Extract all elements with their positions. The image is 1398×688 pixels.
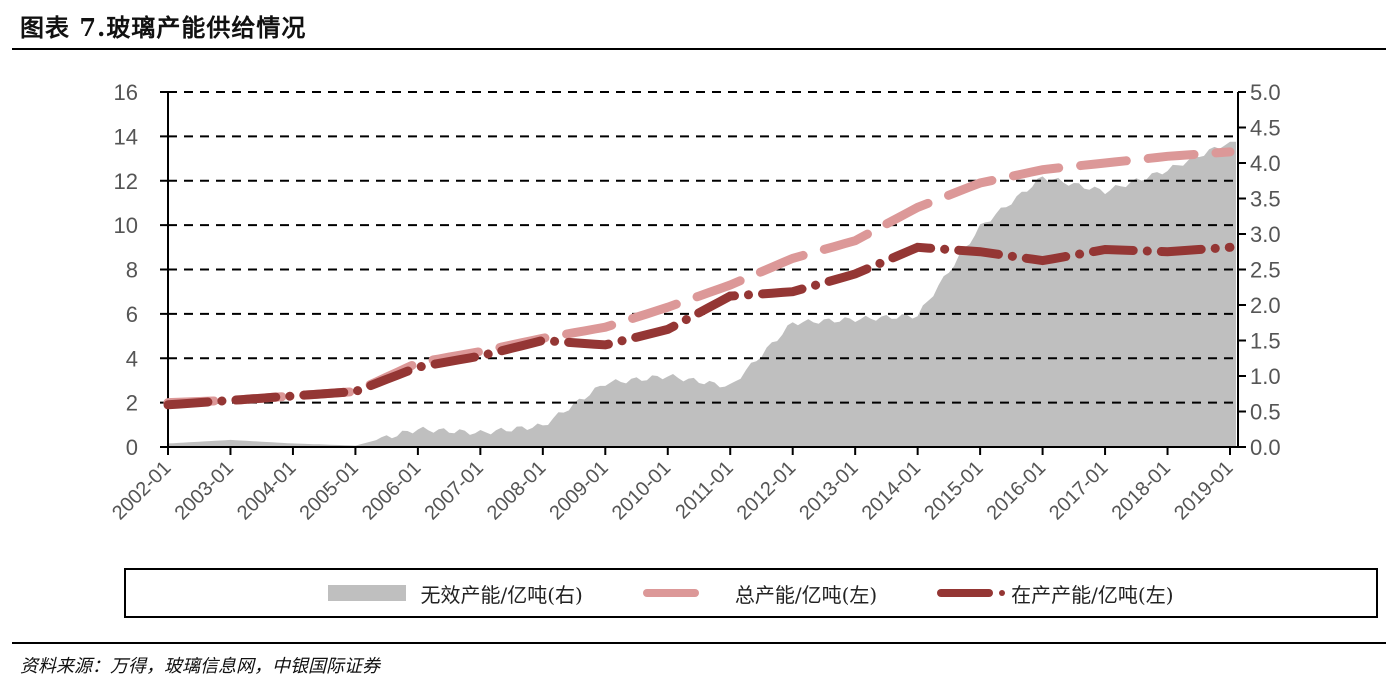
footer-divider <box>12 642 1386 644</box>
legend-item-idle: 无效产能/亿吨(右) <box>328 579 583 608</box>
svg-text:2007-01: 2007-01 <box>420 457 487 524</box>
svg-text:2009-01: 2009-01 <box>545 457 612 524</box>
svg-text:2004-01: 2004-01 <box>233 457 300 524</box>
svg-text:2.5: 2.5 <box>1250 258 1281 283</box>
svg-text:14: 14 <box>114 124 138 149</box>
svg-text:2008-01: 2008-01 <box>483 457 550 524</box>
svg-text:12: 12 <box>114 169 138 194</box>
svg-text:2005-01: 2005-01 <box>295 457 362 524</box>
area-idle-capacity <box>168 141 1236 447</box>
svg-text:1.0: 1.0 <box>1250 364 1281 389</box>
svg-text:2011-01: 2011-01 <box>671 457 737 523</box>
chart-title: 图表 7.玻璃产能供给情况 <box>20 13 307 42</box>
svg-text:10: 10 <box>114 213 138 238</box>
svg-text:2019-01: 2019-01 <box>1170 457 1237 524</box>
svg-text:2: 2 <box>126 391 138 416</box>
svg-text:6: 6 <box>126 302 138 327</box>
svg-text:2014-01: 2014-01 <box>858 457 925 524</box>
title-divider <box>12 48 1386 50</box>
svg-text:3.5: 3.5 <box>1250 187 1281 212</box>
legend-label: 在产产能/亿吨(左) <box>1011 582 1174 607</box>
legend-label: 总产能/亿吨(左) <box>734 582 878 607</box>
svg-text:2010-01: 2010-01 <box>608 457 675 524</box>
svg-text:5.0: 5.0 <box>1250 80 1281 105</box>
svg-text:2.0: 2.0 <box>1250 293 1281 318</box>
svg-text:0: 0 <box>126 435 138 460</box>
svg-text:2017-01: 2017-01 <box>1045 457 1112 524</box>
chart-plot: 0 2 4 6 8 10 12 14 16 0.0 0.5 1.0 1.5 2.0 2.5 3.0 3.5 4.0… <box>108 80 1281 524</box>
line-active-capacity <box>163 242 1235 410</box>
source-note: 资料来源：万得，玻璃信息网，中银国际证券 <box>20 656 380 677</box>
legend-swatch-dash-dot <box>937 589 1006 597</box>
svg-text:0.5: 0.5 <box>1250 400 1281 425</box>
svg-text:3.0: 3.0 <box>1250 222 1281 247</box>
svg-text:2002-01: 2002-01 <box>108 457 175 524</box>
svg-text:2018-01: 2018-01 <box>1108 457 1175 524</box>
svg-text:2015-01: 2015-01 <box>920 457 987 524</box>
svg-text:2016-01: 2016-01 <box>983 457 1050 524</box>
legend-swatch-dash <box>642 589 699 597</box>
chart-legend: 无效产能/亿吨(右) 总产能/亿吨(左) 在产产能/亿吨(左) <box>124 568 1378 618</box>
svg-text:4: 4 <box>126 346 138 371</box>
svg-text:0.0: 0.0 <box>1250 435 1281 460</box>
legend-item-active: 在产产能/亿吨(左) <box>937 579 1174 608</box>
svg-text:2006-01: 2006-01 <box>358 457 425 524</box>
svg-text:1.5: 1.5 <box>1250 329 1281 354</box>
legend-swatch-area <box>328 585 407 601</box>
svg-text:8: 8 <box>126 258 138 283</box>
legend-label: 无效产能/亿吨(右) <box>420 582 583 607</box>
svg-text:2012-01: 2012-01 <box>733 457 800 524</box>
svg-text:2013-01: 2013-01 <box>795 457 862 524</box>
svg-text:4.0: 4.0 <box>1250 151 1281 176</box>
svg-text:16: 16 <box>114 80 138 105</box>
legend-item-total: 总产能/亿吨(左) <box>642 579 878 608</box>
svg-text:2003-01: 2003-01 <box>171 457 238 524</box>
svg-text:4.5: 4.5 <box>1250 116 1281 141</box>
